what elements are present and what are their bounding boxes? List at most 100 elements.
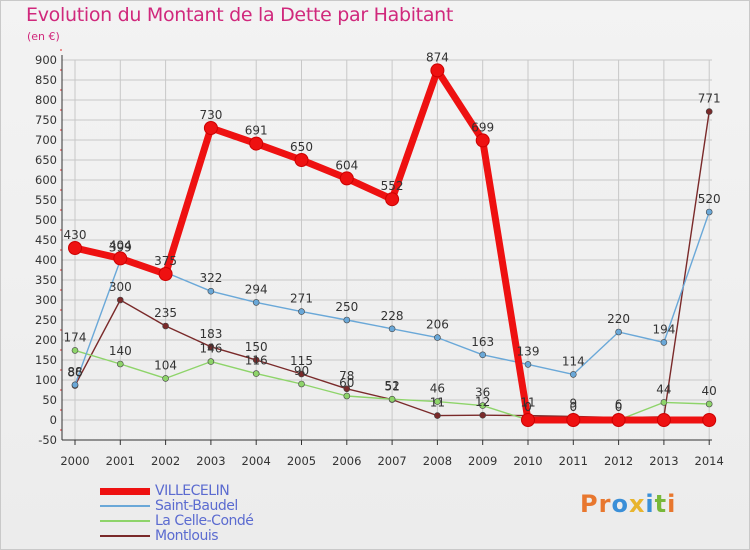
y-tick-label: -50: [38, 433, 57, 447]
data-point: [298, 370, 305, 378]
y-tick-label: 450: [35, 233, 57, 247]
data-label: 404: [109, 238, 132, 252]
data-point: [660, 339, 668, 346]
data-point: [298, 308, 305, 315]
data-point: [569, 371, 577, 378]
data-label: 604: [335, 158, 358, 172]
data-point: [343, 392, 351, 400]
data-point: [434, 334, 441, 341]
data-label: 40: [702, 384, 717, 398]
chart-title: Evolution du Montant de la Dette par Hab…: [26, 4, 454, 26]
data-point: [656, 413, 671, 427]
y-tick-label: 550: [35, 193, 57, 207]
data-point: [434, 398, 441, 405]
data-label: 52: [384, 379, 399, 393]
legend-label: La Celle-Condé: [155, 513, 254, 529]
data-label: 11: [430, 396, 445, 410]
data-point: [660, 399, 668, 406]
x-tick-label: 2003: [196, 454, 225, 468]
y-tick-label: 500: [35, 213, 57, 227]
data-point: [117, 296, 124, 304]
y-tick-label: 150: [35, 353, 57, 367]
x-tick-label: 2007: [377, 454, 406, 468]
legend-swatch: [100, 520, 150, 522]
data-label: 90: [294, 364, 309, 378]
data-label: 294: [245, 282, 268, 296]
data-label: 235: [154, 306, 177, 320]
data-point: [611, 413, 626, 427]
data-label: 44: [656, 382, 671, 396]
x-tick-label: 2006: [332, 454, 361, 468]
data-point: [388, 325, 396, 333]
data-point: [705, 400, 713, 408]
data-label: 78: [339, 369, 354, 383]
x-tick-label: 2001: [106, 454, 135, 468]
logo-letter: i: [645, 490, 655, 518]
y-tick-label: 50: [42, 393, 57, 407]
data-label: 115: [290, 354, 313, 368]
y-tick-label: 300: [35, 293, 57, 307]
legend-swatch: [100, 535, 150, 537]
data-point: [521, 413, 535, 427]
chart-subtitle: (en €): [27, 30, 60, 43]
data-point: [479, 351, 487, 359]
y-tick-label: 200: [35, 333, 57, 347]
data-label: 11: [520, 396, 535, 410]
data-label: 220: [607, 312, 630, 326]
data-point: [343, 316, 351, 324]
data-label: 6: [615, 398, 623, 412]
data-point: [252, 370, 260, 377]
logo-letter: r: [598, 490, 612, 518]
data-label: 88: [67, 365, 82, 379]
data-label: 104: [154, 358, 177, 372]
x-tick-label: 2000: [60, 454, 89, 468]
data-label: 146: [199, 342, 222, 356]
data-label: 150: [245, 340, 268, 354]
x-tick-label: 2010: [513, 454, 542, 468]
data-point: [207, 358, 215, 365]
data-point: [475, 133, 490, 148]
legend-swatch: [100, 487, 150, 495]
data-label: 116: [245, 354, 268, 368]
y-tick-label: 700: [35, 133, 57, 147]
data-point: [162, 375, 169, 382]
data-label: 300: [109, 280, 132, 294]
legend-label: VILLECELIN: [155, 483, 230, 499]
data-label: 0: [569, 400, 577, 414]
data-label: 0: [524, 400, 532, 414]
data-point: [117, 360, 124, 368]
legend-swatch: [100, 505, 150, 507]
data-point: [615, 328, 622, 336]
data-label: 228: [381, 309, 404, 323]
data-label: 874: [426, 50, 449, 64]
data-point: [294, 153, 309, 167]
x-tick-label: 2009: [468, 454, 497, 468]
data-point: [705, 208, 713, 216]
data-point: [566, 413, 581, 427]
data-point: [702, 413, 717, 427]
data-label: 51: [384, 380, 399, 394]
y-tick-label: 100: [35, 373, 57, 387]
proxiti-logo: Proxiti: [580, 490, 676, 518]
y-tick-label: 850: [35, 73, 57, 87]
data-label: 9: [569, 396, 577, 410]
data-label: 250: [335, 300, 358, 314]
x-tick-label: 2014: [695, 454, 724, 468]
logo-letter: o: [611, 490, 629, 518]
data-label: 0: [615, 400, 623, 414]
data-label: 399: [109, 240, 132, 254]
data-point: [162, 322, 169, 330]
y-tick-label: 900: [35, 53, 57, 67]
data-point: [207, 343, 215, 351]
data-label: 552: [381, 179, 404, 193]
data-label: 271: [290, 292, 313, 306]
data-label: 86: [67, 366, 82, 380]
data-point: [252, 299, 260, 306]
logo-letter: t: [654, 490, 668, 518]
data-label: 183: [199, 327, 222, 341]
data-point: [71, 381, 79, 389]
data-point: [68, 241, 82, 255]
data-label: 60: [339, 376, 354, 390]
y-tick-label: 350: [35, 273, 57, 287]
